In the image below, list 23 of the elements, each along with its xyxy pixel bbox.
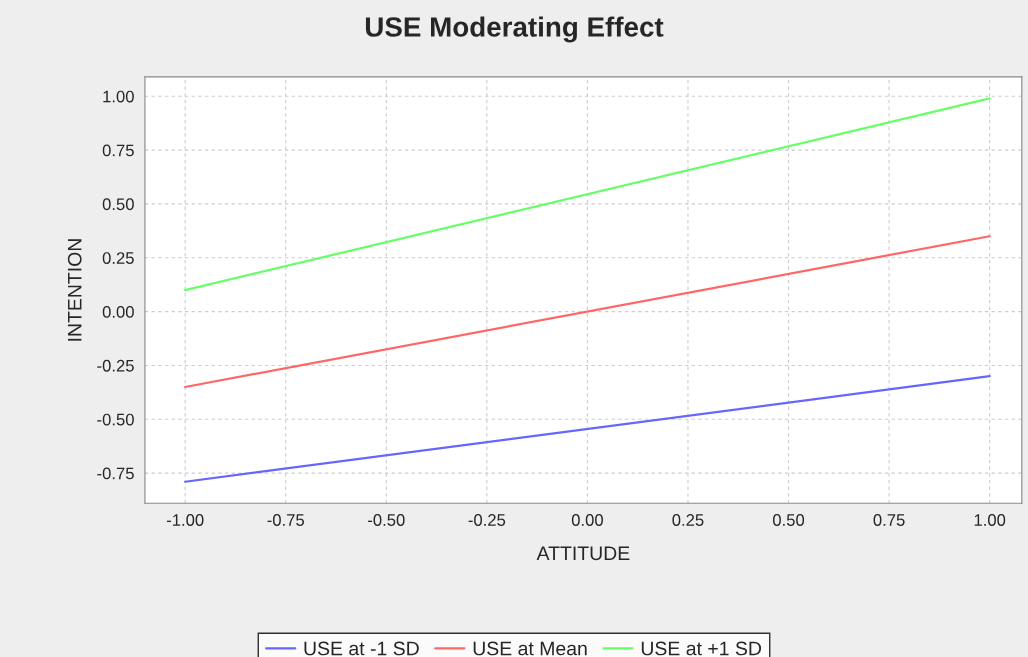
chart-title: USE Moderating Effect (365, 16, 664, 43)
x-tick-label: 1.00 (974, 514, 1006, 526)
x-tick-label: -0.75 (267, 514, 305, 526)
x-tick-label: 0.25 (672, 514, 704, 526)
x-tick-label: 0.50 (772, 514, 805, 526)
y-tick-label: 0.25 (102, 252, 134, 264)
legend-label: USE at +1 SD (641, 641, 761, 656)
y-tick-label: -0.75 (97, 467, 134, 480)
x-tick-label: 0.75 (873, 514, 905, 526)
y-tick-label: 0.50 (102, 198, 134, 211)
legend-label: USE at -1 SD (304, 641, 419, 656)
x-tick-label: -0.50 (368, 514, 405, 526)
y-axis-title: INTENTION (67, 239, 82, 341)
x-axis-title: ATTITUDE (536, 546, 630, 561)
y-tick-label: -0.25 (97, 359, 134, 372)
legend-label: USE at Mean (473, 641, 587, 656)
y-tick-label: 0.75 (102, 144, 134, 157)
x-tick-label: 0.00 (571, 514, 603, 526)
x-tick-label: -0.25 (468, 514, 506, 526)
y-tick-label: 1.00 (103, 90, 134, 103)
y-tick-label: 0.00 (102, 306, 134, 318)
y-tick-label: -0.50 (97, 413, 134, 426)
x-tick-label: -1.00 (166, 514, 204, 526)
